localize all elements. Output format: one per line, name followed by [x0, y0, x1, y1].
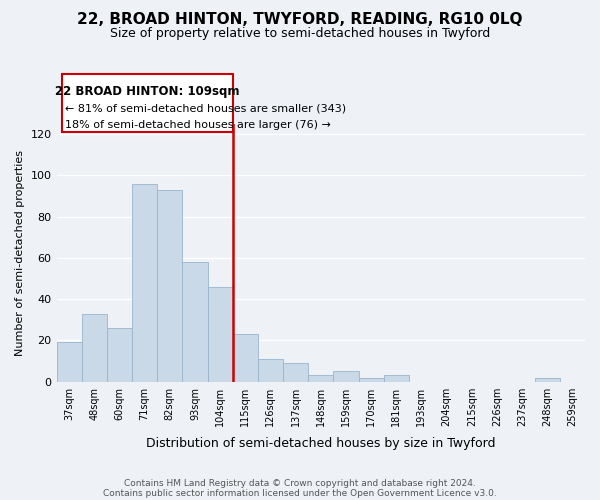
Bar: [308, 376, 334, 382]
Bar: [157, 190, 182, 382]
Bar: [383, 376, 409, 382]
FancyBboxPatch shape: [62, 74, 233, 132]
Text: 22 BROAD HINTON: 109sqm: 22 BROAD HINTON: 109sqm: [55, 84, 239, 98]
Text: 18% of semi-detached houses are larger (76) →: 18% of semi-detached houses are larger (…: [65, 120, 331, 130]
Text: Contains HM Land Registry data © Crown copyright and database right 2024.: Contains HM Land Registry data © Crown c…: [124, 478, 476, 488]
Bar: [82, 314, 107, 382]
Y-axis label: Number of semi-detached properties: Number of semi-detached properties: [15, 150, 25, 356]
X-axis label: Distribution of semi-detached houses by size in Twyford: Distribution of semi-detached houses by …: [146, 437, 496, 450]
Bar: [258, 359, 283, 382]
Bar: [334, 372, 359, 382]
Bar: [107, 328, 132, 382]
Bar: [56, 342, 82, 382]
Bar: [182, 262, 208, 382]
Bar: [233, 334, 258, 382]
Text: Contains public sector information licensed under the Open Government Licence v3: Contains public sector information licen…: [103, 488, 497, 498]
Bar: [283, 363, 308, 382]
Bar: [535, 378, 560, 382]
Text: Size of property relative to semi-detached houses in Twyford: Size of property relative to semi-detach…: [110, 28, 490, 40]
Bar: [208, 287, 233, 382]
Bar: [132, 184, 157, 382]
Text: ← 81% of semi-detached houses are smaller (343): ← 81% of semi-detached houses are smalle…: [65, 104, 346, 114]
Text: 22, BROAD HINTON, TWYFORD, READING, RG10 0LQ: 22, BROAD HINTON, TWYFORD, READING, RG10…: [77, 12, 523, 28]
Bar: [359, 378, 383, 382]
